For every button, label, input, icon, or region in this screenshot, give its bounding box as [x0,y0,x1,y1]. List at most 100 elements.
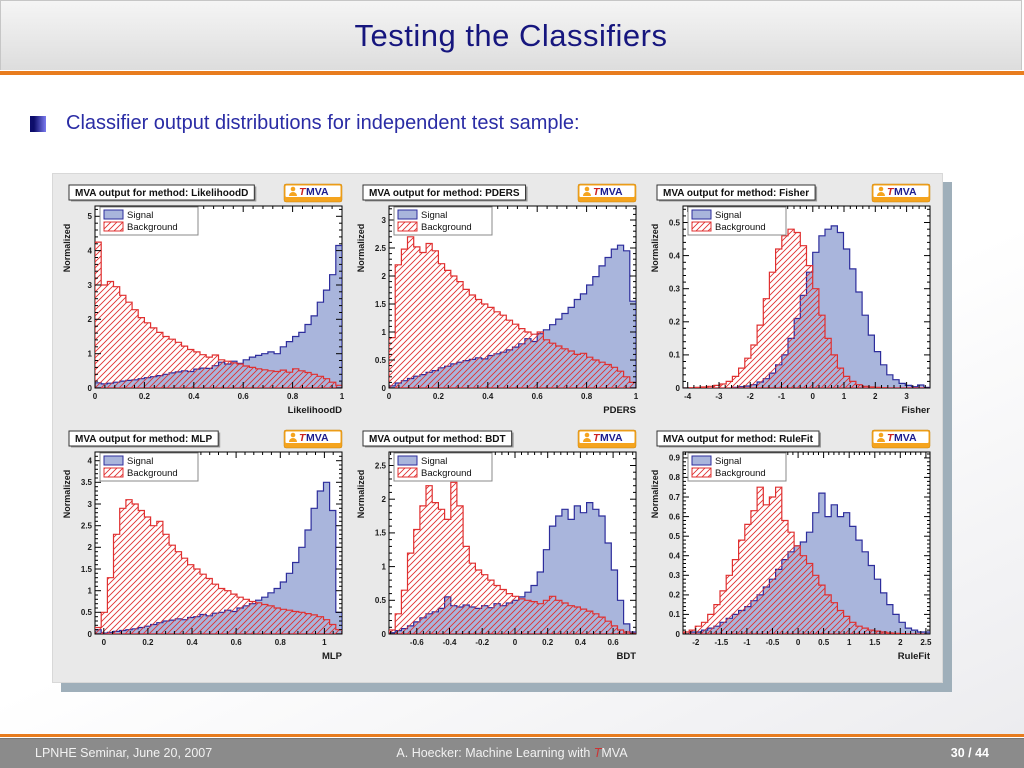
plot-rulefit: -2 -1.5 -1 -0.5 0 0.5 1 1.5 2 2.5 0 0.1 0.2 0.3 0.4 0.5… [650,429,932,662]
background-histogram [94,499,342,634]
x-tick-label: 0.6 [237,392,249,401]
y-tick-label: 2 [381,495,386,504]
x-tick-label: -3 [715,392,723,401]
y-tick-label: 0.1 [668,351,680,360]
x-tick-label: 0 [795,638,800,647]
plot-header-text: MVA output for method: BDT [369,434,506,445]
y-axis-label: Normalized [356,224,366,273]
x-tick-label: 0 [512,638,517,647]
y-tick-label: 1.5 [374,300,386,309]
legend-signal-label: Signal [421,456,447,467]
y-tick-label: 0 [675,630,680,639]
svg-text:T: T [593,186,601,198]
y-tick-label: 1 [87,586,92,595]
background-histogram [682,228,930,388]
histograms [388,236,636,388]
tmva-person-icon [584,432,589,438]
y-tick-label: 0.2 [668,318,680,327]
x-tick-label: -4 [684,392,692,401]
svg-text:MVA: MVA [894,186,917,198]
x-tick-label: 0.2 [138,392,150,401]
footer-tmva-t: T [593,746,602,760]
legend-background-label: Background [421,222,472,233]
footer-divider [0,734,1024,737]
y-tick-label: 0.4 [668,552,680,561]
plots-grid: 0 0.2 0.4 0.6 0.8 1 0 1 2 3 4 5 LikelihoodD Normalize… [58,182,937,668]
y-tick-label: 0 [675,384,680,393]
plots-panel: 0 0.2 0.4 0.6 0.8 1 0 1 2 3 4 5 LikelihoodD Normalize… [52,173,943,683]
svg-text:MVA: MVA [894,432,917,444]
y-tick-label: 0.5 [668,532,680,541]
histograms [682,225,930,388]
x-tick-label: 0.5 [818,638,830,647]
axis-ticks [388,206,636,389]
y-tick-label: 0 [87,630,92,639]
y-tick-label: 2 [87,315,92,324]
bullet-text: Classifier output distributions for inde… [66,112,580,134]
y-tick-label: 1 [381,562,386,571]
y-tick-label: 1 [87,349,92,358]
tmva-person-icon [878,432,883,438]
y-tick-label: 0.3 [668,285,680,294]
x-tick-label: 0.6 [531,392,543,401]
y-tick-label: 4 [87,456,92,465]
y-tick-label: 3 [381,216,386,225]
x-tick-label: 0.2 [542,638,554,647]
tmva-logo: T MVA [871,429,930,449]
y-tick-label: 0 [87,384,92,393]
background-histogram [94,241,342,388]
y-tick-label: 5 [87,212,92,221]
y-tick-label: 2 [87,543,92,552]
axis-ticks [94,206,342,389]
background-histogram [682,486,930,634]
tmva-logo: T MVA [577,183,636,203]
title-divider [0,71,1024,75]
y-tick-label: 0.5 [374,596,386,605]
plot-header-text: MVA output for method: Fisher [663,188,809,199]
plot-header-text: MVA output for method: PDERS [369,188,520,199]
legend-background-swatch [397,221,417,232]
x-tick-label: 0.2 [142,638,154,647]
slide-title-bar: Testing the Classifiers [0,0,1022,70]
footer-bar: LPNHE Seminar, June 20, 2007 A. Hoecker:… [0,738,1024,768]
legend-signal-label: Signal [715,210,741,221]
tmva-person-icon [878,186,883,192]
x-tick-label: -1.5 [714,638,728,647]
x-tick-label: 1 [841,392,846,401]
y-tick-label: 0.7 [668,493,680,502]
y-axis-label: Normalized [650,470,660,519]
x-tick-label: 1 [339,392,344,401]
y-tick-label: 3 [87,281,92,290]
bullet-row: Classifier output distributions for inde… [30,112,580,135]
plot-likelihoodd: 0 0.2 0.4 0.6 0.8 1 0 1 2 3 4 5 LikelihoodD Normalize… [62,183,344,416]
legend-background-swatch [103,467,123,478]
tmva-person-icon [584,186,589,192]
x-tick-label: 2.5 [920,638,932,647]
plot-header-text: MVA output for method: LikelihoodD [75,188,248,199]
plot-header: MVA output for method: Fisher [656,184,817,202]
legend-background-label: Background [715,468,766,479]
y-tick-label: 1.5 [80,565,92,574]
histograms [94,241,342,388]
x-tick-label: -2 [692,638,700,647]
plot-header-text: MVA output for method: RuleFit [663,434,814,445]
y-tick-label: 0.6 [668,512,680,521]
plot-header: MVA output for method: RuleFit [656,430,821,448]
x-tick-label: 0 [386,392,391,401]
plot-header-text: MVA output for method: MLP [75,434,213,445]
svg-text:T: T [299,186,307,198]
bullet-icon [30,115,46,132]
tmva-logo: T MVA [871,183,930,203]
legend-background-swatch [103,221,123,232]
y-tick-label: 0 [381,384,386,393]
y-tick-label: 0 [381,630,386,639]
x-tick-label: 3 [904,392,909,401]
page-number: 30 / 44 [950,746,989,760]
x-tick-label: 0.6 [607,638,619,647]
legend-signal-swatch [103,209,123,220]
x-tick-label: -0.6 [409,638,423,647]
y-axis-label: Normalized [650,224,660,273]
